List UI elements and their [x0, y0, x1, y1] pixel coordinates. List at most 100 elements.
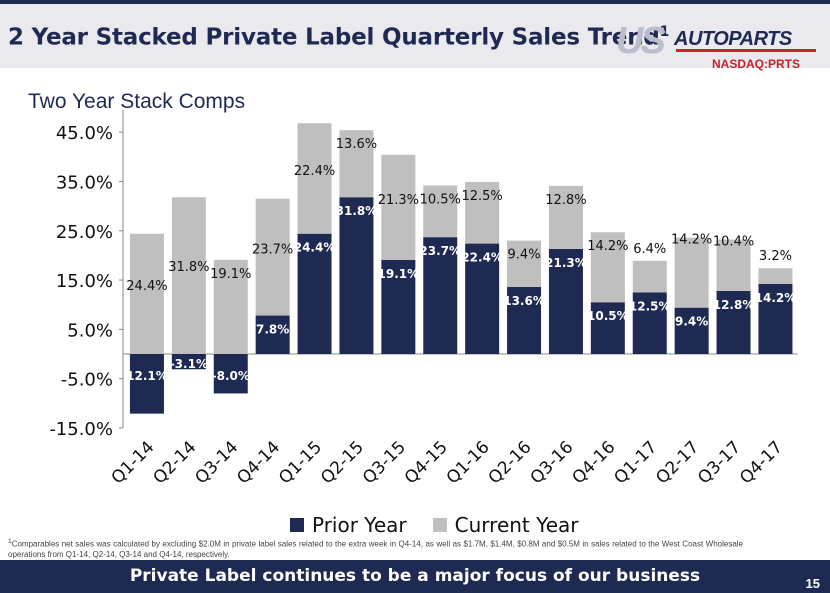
footer-banner: Private Label continues to be a major fo…	[129, 566, 701, 586]
data-label-prior-year: 13.6%	[503, 294, 545, 308]
bar-prior-year	[129, 354, 164, 414]
data-label-prior-year: 9.4%	[675, 315, 708, 329]
bar-prior-year	[255, 315, 290, 354]
data-label-current-year: 23.7%	[252, 243, 293, 258]
data-label-prior-year: 22.4%	[461, 251, 503, 265]
page-number: 15	[805, 576, 820, 591]
data-label-current-year: 12.8%	[545, 193, 586, 208]
bar-prior-year	[674, 307, 709, 354]
x-tick-label: Q1-15	[275, 437, 326, 488]
bar-current-year	[758, 268, 793, 284]
bar-prior-year	[213, 354, 248, 394]
data-label-current-year: 21.3%	[378, 193, 419, 208]
data-label-prior-year: -3.1%	[170, 357, 208, 371]
legend-label-current-year: Current Year	[454, 513, 579, 537]
x-tick-label: Q4-14	[233, 437, 284, 488]
bar-prior-year	[507, 286, 542, 354]
data-label-current-year: 10.5%	[420, 192, 461, 207]
x-tick-label: Q4-17	[736, 437, 787, 488]
bar-current-year	[381, 154, 416, 260]
data-label-current-year: 12.5%	[461, 189, 502, 204]
bar-current-year	[339, 130, 374, 198]
bar-current-year	[590, 232, 625, 303]
stacked-bar-chart: 45.0% 35.0% 25.0% 15.0% 5.0% -5.0% -15.0% 12.1%…	[49, 110, 798, 488]
y-tick-label: -15.0%	[49, 419, 113, 440]
bar-prior-year	[339, 197, 374, 354]
bar-prior-year	[758, 283, 793, 354]
top-accent-bar	[0, 0, 830, 4]
logo-autoparts: AUTOPARTS	[674, 28, 792, 50]
x-tick-label: Q2-17	[652, 437, 703, 488]
data-label-current-year: 31.8%	[168, 260, 209, 275]
data-label-current-year: 3.2%	[759, 249, 792, 264]
bar-current-year	[213, 259, 248, 354]
legend-swatch-current-year	[432, 518, 447, 532]
data-label-current-year: 14.2%	[671, 233, 712, 248]
logo-red-line	[676, 49, 816, 52]
chart-legend: Prior Year Current Year	[290, 512, 604, 538]
x-tick-label: Q4-16	[568, 437, 619, 488]
bar-prior-year	[632, 292, 667, 354]
data-label-prior-year: 31.8%	[336, 204, 378, 218]
data-label-prior-year: 21.3%	[545, 256, 587, 270]
data-label-current-year: 14.2%	[587, 239, 628, 254]
bar-prior-year	[171, 354, 206, 370]
data-label-prior-year: 12.1%	[126, 369, 168, 383]
bar-current-year	[129, 233, 164, 354]
bar-prior-year	[590, 302, 625, 354]
bar-current-year	[297, 123, 332, 234]
x-tick-label: Q3-14	[191, 437, 242, 488]
bar-current-year	[255, 198, 290, 316]
x-tick-label: Q1-16	[443, 437, 494, 488]
bar-current-year	[423, 185, 458, 238]
data-label-prior-year: 7.8%	[256, 323, 289, 337]
legend-item-current-year: Current Year	[432, 513, 579, 537]
chart-subtitle: Two Year Stack Comps	[28, 90, 246, 113]
data-label-prior-year: 19.1%	[378, 267, 420, 281]
data-label-prior-year: 10.5%	[587, 309, 629, 323]
usautoparts-logo: US AUTOPARTS NASDAQ:PRTS	[616, 22, 826, 72]
header-band	[0, 4, 830, 68]
y-tick-label: 25.0%	[56, 222, 113, 243]
x-tick-label: Q4-15	[401, 437, 452, 488]
bar-current-year	[674, 237, 709, 308]
data-label-current-year: 19.1%	[210, 267, 251, 282]
y-tick-label: 45.0%	[56, 123, 113, 144]
y-tick-label: -5.0%	[61, 370, 113, 391]
y-tick-label: 35.0%	[56, 172, 113, 193]
bar-prior-year	[297, 233, 332, 354]
x-tick-label: Q1-17	[610, 437, 661, 488]
bar-current-year	[171, 197, 206, 354]
data-label-current-year: 10.4%	[713, 235, 754, 250]
bar-prior-year	[423, 237, 458, 354]
bar-current-year	[716, 239, 751, 291]
data-label-current-year: 6.4%	[633, 242, 666, 257]
data-label-prior-year: 12.5%	[629, 299, 671, 313]
data-label-current-year: 22.4%	[294, 164, 335, 179]
x-tick-label: Q3-17	[694, 437, 745, 488]
bar-prior-year	[465, 243, 500, 354]
x-tick-label: Q2-16	[485, 437, 536, 488]
x-tick-label: Q3-16	[527, 437, 578, 488]
bar-current-year	[507, 240, 542, 287]
legend-label-prior-year: Prior Year	[312, 513, 407, 537]
bar-prior-year	[716, 290, 751, 354]
x-tick-label: Q3-15	[359, 437, 410, 488]
data-label-prior-year: 12.8%	[713, 298, 755, 312]
legend-swatch-prior-year	[290, 518, 304, 532]
x-tick-label: Q1-14	[108, 437, 159, 488]
footer-bar	[0, 560, 830, 593]
y-tick-label: 5.0%	[67, 320, 113, 341]
x-tick-label: Q2-15	[317, 437, 368, 488]
x-tick-label: Q2-14	[149, 437, 200, 488]
data-label-prior-year: 23.7%	[419, 244, 461, 258]
slide-title: 2 Year Stacked Private Label Quarterly S…	[8, 24, 670, 51]
bar-prior-year	[548, 248, 583, 354]
bar-current-year	[632, 260, 667, 293]
data-label-current-year: 13.6%	[336, 137, 377, 152]
footnote: 1Comparables net sales was calculated by…	[8, 538, 743, 559]
data-label-prior-year: -8.0%	[212, 369, 250, 383]
data-label-prior-year: 14.2%	[755, 291, 797, 305]
logo-ticker: NASDAQ:PRTS	[712, 57, 801, 71]
logo-us: US	[616, 20, 666, 62]
